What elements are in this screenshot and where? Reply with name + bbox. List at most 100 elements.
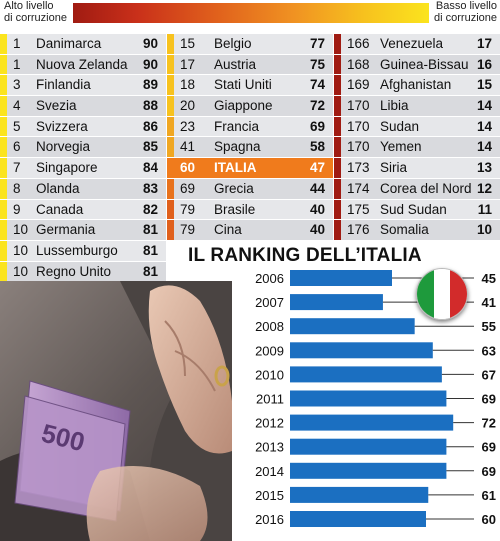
country-score: 77: [309, 36, 325, 51]
ranking-column-bottom: 166 Venezuela 17 168 Guinea-Bissau 16 169 Afgha…: [334, 34, 500, 241]
ranking-row: 4 Svezia 88: [0, 96, 166, 117]
ranking-row: 79 Cina 40: [167, 220, 333, 241]
ranking-column-top: 1 Danimarca 90 1 Nuova Zelanda 90 3 Finlandia 89…: [0, 34, 166, 283]
legend-gradient-bar: [73, 3, 429, 23]
ranking-position: 168: [347, 56, 370, 72]
ranking-color-marker: [334, 54, 341, 75]
ranking-color-marker: [167, 54, 174, 75]
country-name: Regno Unito: [36, 263, 112, 279]
ranking-position: 5: [13, 118, 21, 134]
country-score: 13: [476, 160, 492, 176]
ranking-row: 7 Singapore 84: [0, 158, 166, 179]
ranking-row: 9 Canada 82: [0, 199, 166, 221]
country-name: Canada: [36, 201, 84, 217]
ranking-position: 79: [180, 201, 196, 217]
country-score: 47: [309, 160, 325, 176]
ranking-bar: [290, 511, 426, 527]
ranking-color-marker: [0, 116, 7, 137]
year-label: 2014: [255, 464, 284, 479]
ranking-position: 175: [347, 201, 370, 217]
ranking-position: 173: [347, 160, 370, 176]
ranking-position: 174: [347, 180, 370, 196]
ranking-position: 10: [13, 263, 29, 279]
ranking-bar: [290, 414, 454, 431]
year-label: 2006: [255, 271, 284, 286]
country-name: Stati Uniti: [214, 77, 272, 93]
country-name: Brasile: [214, 201, 256, 217]
country-name: Cina: [214, 222, 242, 238]
country-name: Corea del Nord: [380, 180, 472, 196]
ranking-row: 20 Giappone 72: [167, 96, 333, 117]
ranking-row: 176 Somalia 10: [334, 220, 500, 241]
year-label: 2013: [255, 440, 284, 455]
country-score: 40: [309, 201, 325, 217]
ranking-value-label: 69: [482, 464, 496, 479]
ranking-position: 20: [180, 98, 196, 114]
country-name: Siria: [380, 160, 408, 176]
ranking-row: 69 Grecia 44: [167, 178, 333, 200]
country-name: Singapore: [36, 160, 98, 176]
ranking-position: 60: [180, 160, 196, 176]
country-name: Yemen: [380, 139, 422, 155]
ranking-color-marker: [0, 261, 7, 282]
ranking-color-marker: [0, 34, 7, 54]
ranking-row: 170 Sudan 14: [334, 116, 500, 138]
ranking-position: 166: [347, 36, 370, 51]
year-label: 2016: [255, 512, 284, 527]
ranking-position: 69: [180, 180, 196, 196]
country-name: Germania: [36, 222, 96, 238]
ranking-row: 3 Finlandia 89: [0, 75, 166, 97]
chart-title: IL RANKING DELL’ITALIA: [188, 245, 422, 266]
ranking-bar: [290, 366, 442, 383]
ranking-color-marker: [167, 220, 174, 240]
year-label: 2007: [255, 295, 284, 310]
ranking-color-marker: [0, 199, 7, 220]
ranking-row: 6 Norvegia 85: [0, 137, 166, 159]
hand-banknotes-illustration: 500: [0, 281, 232, 541]
legend-left-line2: di corruzione: [4, 12, 67, 24]
ranking-row: 170 Yemen 14: [334, 137, 500, 159]
country-score: 14: [476, 139, 492, 155]
ranking-row: 1 Danimarca 90: [0, 34, 166, 55]
country-name: Svizzera: [36, 118, 88, 134]
ranking-color-marker: [0, 96, 7, 116]
country-name: Sudan: [380, 118, 420, 134]
country-score: 10: [476, 222, 492, 238]
ranking-bar: [290, 438, 447, 455]
ranking-bar: [290, 462, 447, 479]
ranking-color-marker: [334, 199, 341, 220]
ranking-value-label: 55: [482, 319, 496, 334]
ranking-value-label: 61: [482, 488, 496, 503]
ranking-row: 60 ITALIA 47: [167, 158, 333, 179]
country-score: 11: [477, 201, 492, 217]
ranking-row: 10 Regno Unito 81: [0, 261, 166, 283]
country-score: 81: [142, 263, 158, 279]
ranking-row: 169 Afghanistan 15: [334, 75, 500, 97]
ranking-color-marker: [334, 158, 341, 178]
ranking-position: 18: [180, 77, 196, 93]
ranking-position: 176: [347, 222, 370, 238]
country-score: 40: [309, 222, 325, 238]
country-score: 75: [309, 56, 325, 72]
ranking-value-label: 63: [482, 343, 496, 358]
country-score: 17: [476, 36, 492, 51]
ranking-column-middle: 15 Belgio 77 17 Austria 75 18 Stati Uniti 74 20 Gi…: [167, 34, 333, 241]
country-name: Lussemburgo: [36, 242, 118, 258]
country-score: 82: [142, 201, 158, 217]
country-score: 85: [142, 139, 158, 155]
ranking-color-marker: [0, 75, 7, 96]
ranking-position: 1: [13, 36, 21, 51]
year-label: 2011: [256, 392, 284, 407]
country-name: ITALIA: [214, 160, 257, 176]
ranking-position: 15: [180, 36, 196, 51]
ranking-color-marker: [167, 96, 174, 116]
country-score: 16: [476, 56, 492, 72]
year-label: 2012: [255, 416, 284, 431]
legend-left-line1: Alto livello: [4, 0, 54, 12]
country-name: Guinea-Bissau: [380, 56, 469, 72]
ranking-bar: [290, 294, 383, 311]
country-score: 14: [476, 98, 492, 114]
ranking-row: 170 Libia 14: [334, 96, 500, 117]
ranking-row: 8 Olanda 83: [0, 178, 166, 200]
ranking-row: 17 Austria 75: [167, 54, 333, 76]
